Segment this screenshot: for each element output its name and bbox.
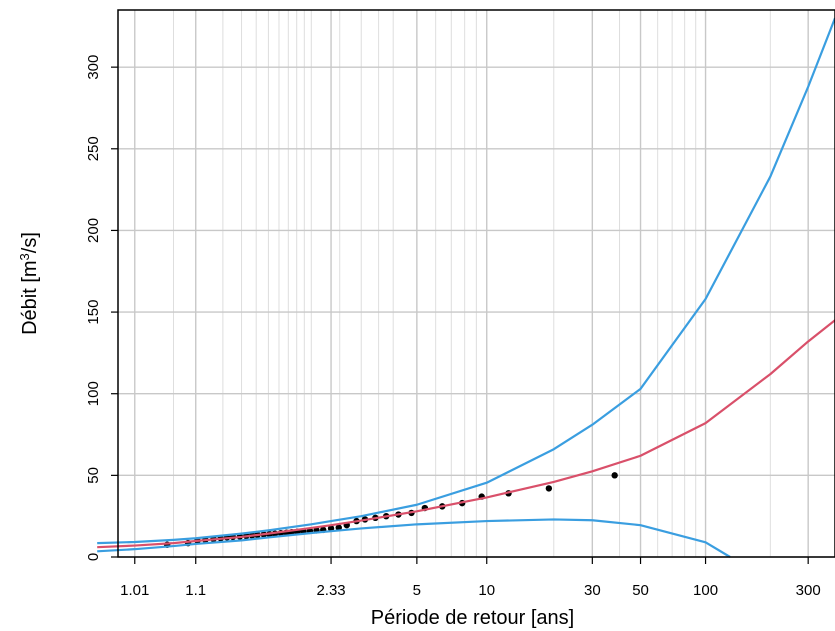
data-point — [335, 524, 342, 531]
y-axis-title-main: Débit [m — [19, 260, 41, 334]
x-tick-label: 30 — [584, 582, 601, 599]
x-axis-ticks: 1.01 1.1 2.33 5 10 30 50 100 300 — [120, 557, 821, 599]
series-line-3 — [97, 518, 731, 558]
x-tick-label: 1.1 — [185, 582, 206, 599]
y-tick-label: 0 — [85, 553, 102, 561]
data-point — [545, 485, 553, 492]
y-axis-title-superscript: 3 — [17, 253, 32, 260]
x-tick-label: 300 — [796, 582, 821, 599]
y-axis-title: Débit [m3/s] — [17, 232, 42, 335]
series-line-2 — [97, 17, 835, 545]
y-tick-label: 150 — [85, 300, 102, 325]
data-point — [611, 472, 618, 479]
y-axis-ticks: 0 50 100 150 200 250 300 — [85, 55, 118, 561]
x-tick-label: 5 — [413, 582, 421, 599]
x-tick-label: 10 — [478, 582, 495, 599]
x-tick-label: 100 — [693, 582, 718, 599]
plot-frame — [117, 9, 835, 558]
x-tick-label: 2.33 — [316, 582, 345, 599]
y-tick-label: 250 — [85, 136, 102, 161]
y-tick-label: 100 — [85, 381, 102, 406]
y-tick-label: 50 — [85, 467, 102, 484]
gridlines — [118, 10, 835, 558]
y-axis-title-tail: /s] — [19, 232, 41, 253]
x-tick-label: 50 — [632, 582, 649, 599]
x-axis-title: Période de retour [ans] — [371, 607, 574, 629]
x-tick-label: 1.01 — [120, 582, 149, 599]
series-line-1 — [97, 319, 835, 549]
data-series — [97, 17, 835, 558]
y-tick-label: 200 — [85, 218, 102, 243]
y-tick-label: 300 — [85, 55, 102, 80]
